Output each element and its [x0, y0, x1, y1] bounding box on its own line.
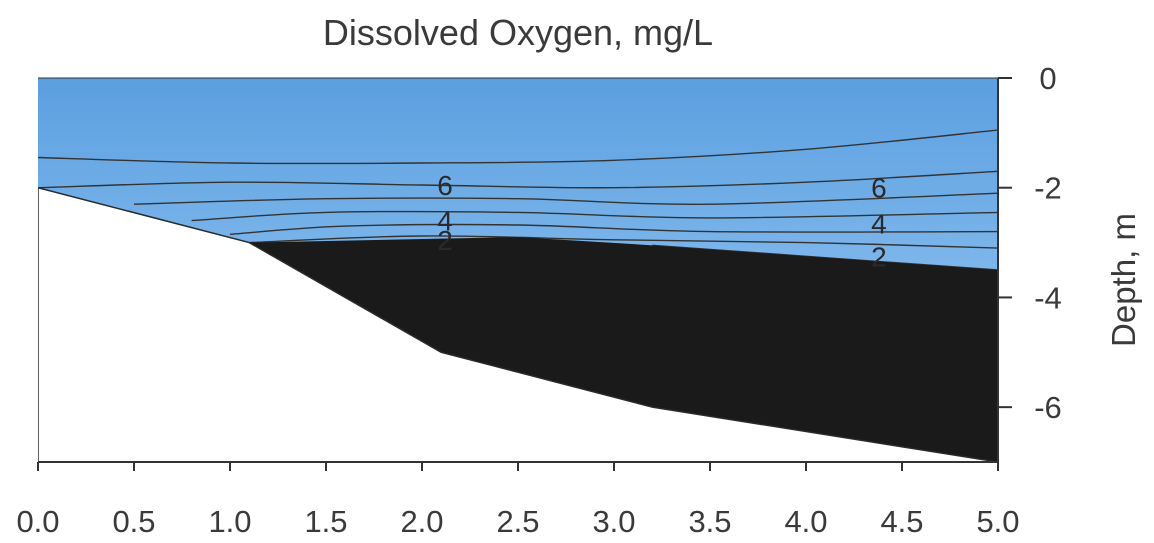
contour-label: 2 [871, 241, 887, 272]
x-tick-label: 2.5 [496, 504, 539, 539]
x-tick-label: 4.0 [784, 504, 827, 539]
y-axis-label: Depth, m [1105, 213, 1142, 347]
x-tick-label: 2.0 [400, 504, 443, 539]
lake-bottom [38, 186, 998, 462]
x-tick-label: 0.5 [112, 504, 155, 539]
x-ticks: 0.0 0.5 1.0 1.5 2.0 2.5 3.0 3.5 4.0 4.5 5.0 [16, 462, 1020, 539]
contour-label: 6 [871, 173, 887, 204]
y-tick-label: -4 [1034, 280, 1062, 315]
x-tick-label: 3.0 [592, 504, 635, 539]
contour-line [249, 235, 998, 249]
x-tick-label: 0.0 [16, 504, 59, 539]
contour-line [229, 223, 998, 235]
x-tick-label: 1.5 [304, 504, 347, 539]
contour-label: 6 [437, 170, 453, 201]
contour-label: 4 [437, 206, 453, 237]
x-tick-label: 3.5 [688, 504, 731, 539]
anoxic-zone [249, 237, 998, 462]
y-ticks: 0 -2 -4 -6 [998, 61, 1062, 425]
chart-title: Dissolved Oxygen, mg/L [323, 12, 713, 53]
contour-label: 2 [437, 225, 453, 256]
contour-line [38, 170, 998, 189]
contour-line [133, 192, 998, 205]
contour-line [191, 210, 998, 222]
axes: 0.0 0.5 1.0 1.5 2.0 2.5 3.0 3.5 4.0 4.5 5.0 0 -2 -4 -… [16, 61, 1061, 539]
x-tick-label: 1.0 [208, 504, 251, 539]
contour-line [38, 129, 998, 165]
y-tick-label: -2 [1034, 171, 1062, 206]
contour-label: 4 [871, 208, 887, 239]
x-tick-label: 4.5 [880, 504, 923, 539]
x-tick-label: 5.0 [976, 504, 1019, 539]
y-tick-label: -6 [1034, 390, 1062, 425]
y-tick-label: 0 [1039, 61, 1056, 96]
